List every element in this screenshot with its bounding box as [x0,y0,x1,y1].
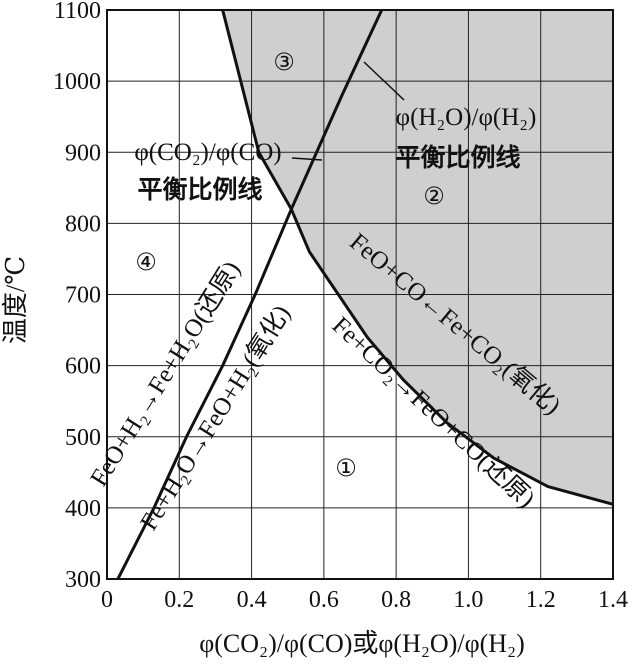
x-tick-label: 0.2 [164,587,194,613]
y-tick-label: 600 [65,354,101,380]
x-tick-label: 1.0 [453,587,483,613]
y-tick-label: 500 [65,425,101,451]
x-tick-label: 0 [101,587,113,613]
co-equilibrium-curve [221,10,613,506]
x-tick-label: 0.4 [237,587,267,613]
co-curve-leader-line [291,157,323,161]
region-label-2: ② [423,182,445,210]
reaction-h2-right: Fe+H₂O→FeO+H₂(氧化) [135,300,296,535]
co-curve-label-line1: φ(CO₂)/φ(CO) [134,139,281,166]
y-tick-label: 1100 [54,0,101,24]
feo-stable-region [222,10,613,505]
y-tick-label: 1000 [53,69,101,95]
plot-frame [106,9,614,580]
x-tick-label: 1.4 [598,587,628,613]
h2-curve-label-line1: φ(H₂O)/φ(H₂) [396,104,537,131]
co-curve-label-line2: 平衡比例线 [137,175,262,204]
y-tick-label: 800 [65,211,101,237]
region-label-3: ③ [273,48,295,76]
x-tick-label: 1.2 [526,587,556,613]
y-tick-label: 700 [65,283,101,309]
y-axis-title: 温度/℃ [1,256,30,344]
h2-curve-label-line2: 平衡比例线 [395,143,520,172]
y-tick-label: 900 [65,140,101,166]
y-tick-label: 400 [65,496,101,522]
h2-equilibrium-curve [116,10,384,579]
x-tick-label: 0.8 [381,587,411,613]
h2-curve-leader-line [363,61,405,101]
x-axis-title: φ(CO₂)/φ(CO)或φ(H₂O)/φ(H₂) [199,629,525,658]
region-label-1: ① [335,454,357,482]
reaction-h2-left: FeO+H₂→Fe+H₂O(还原) [85,256,246,491]
region-label-4: ④ [135,248,157,276]
y-tick-label: 300 [65,567,101,593]
x-tick-label: 0.6 [309,587,339,613]
